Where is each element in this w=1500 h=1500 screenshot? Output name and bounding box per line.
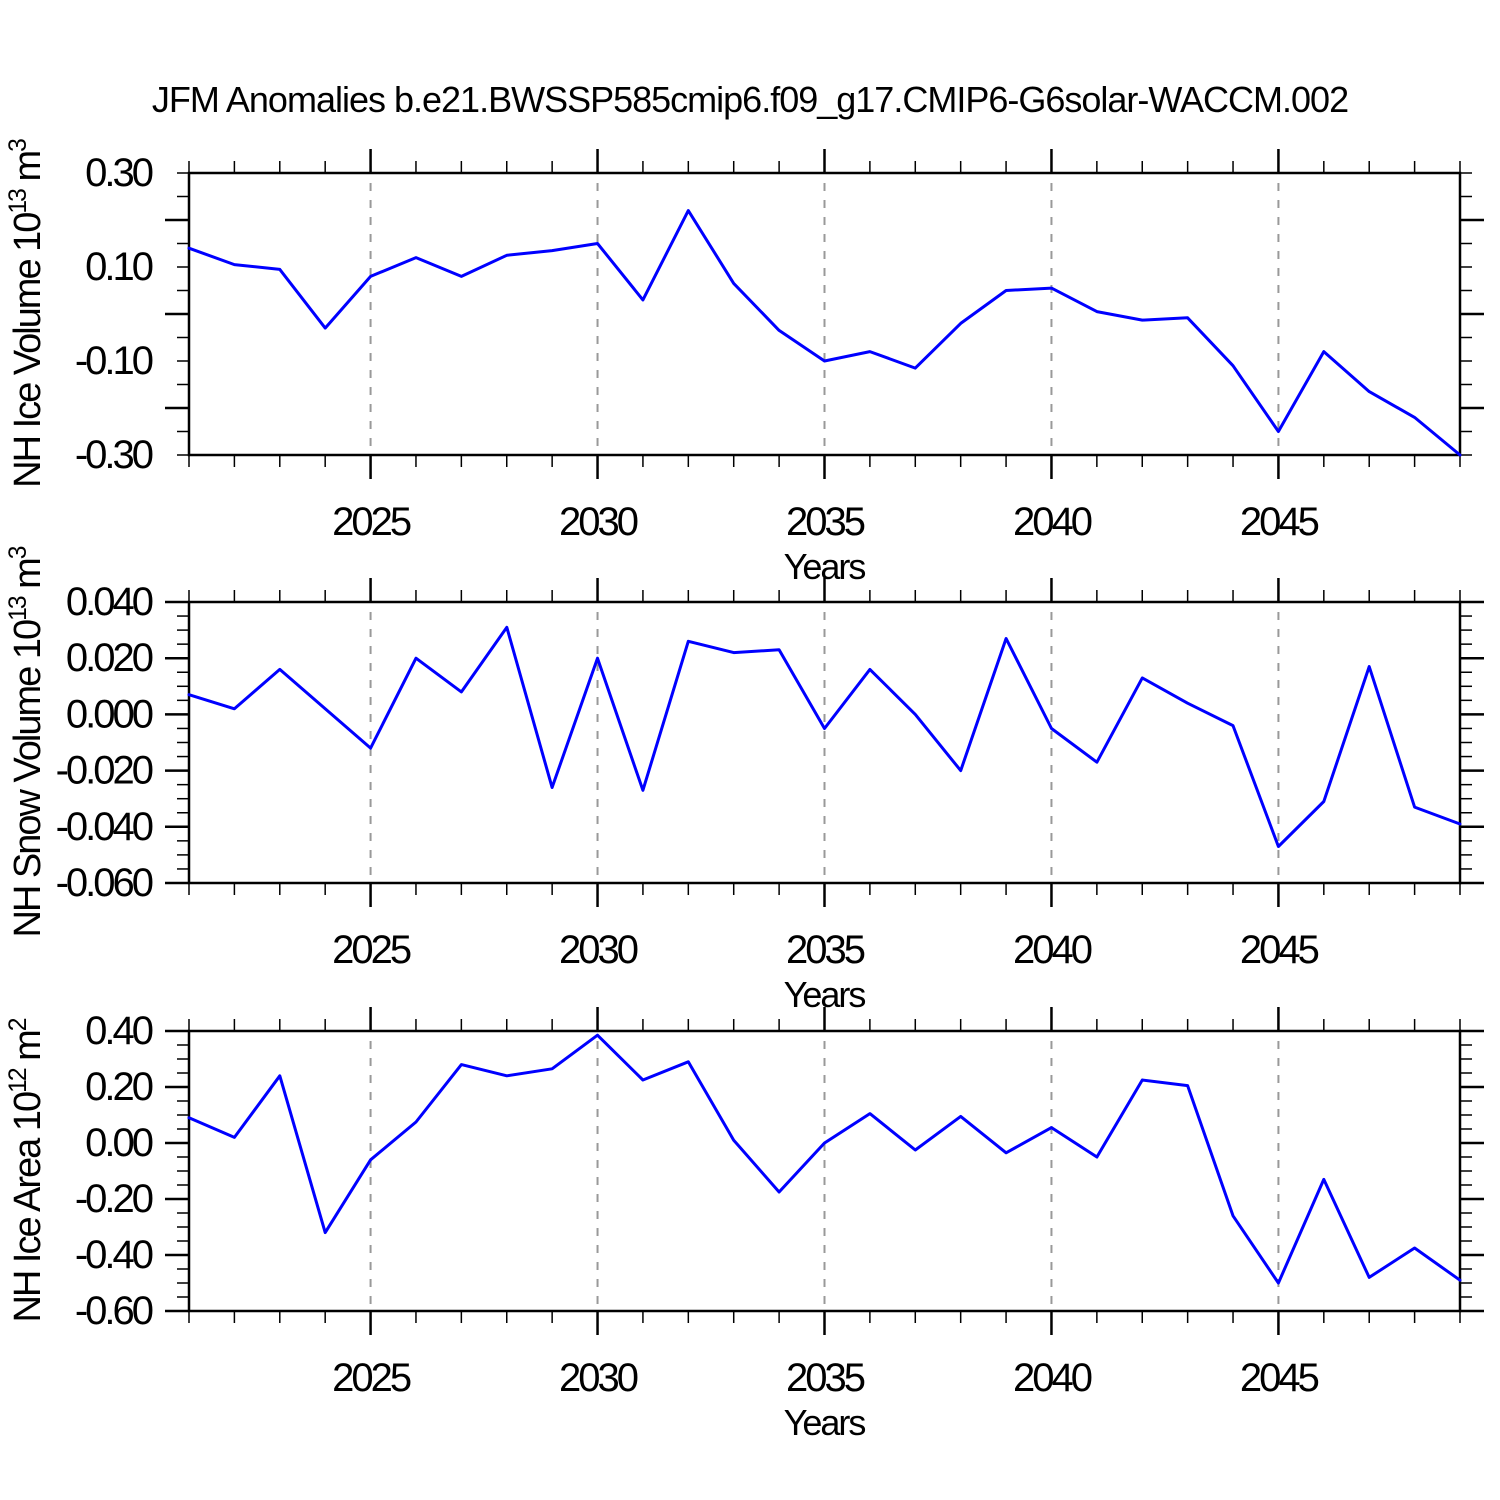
plot-box: [187, 171, 1462, 457]
x-tick-label: 2030: [559, 1356, 638, 1400]
x-tick-label: 2045: [1240, 928, 1319, 972]
x-tick-label: 2040: [1013, 928, 1092, 972]
series-line-nh-ice-volume: [187, 209, 1462, 457]
y-tick-label: 0.40: [85, 1009, 153, 1053]
y-tick-label: 0.10: [85, 245, 153, 289]
y-tick-label: -0.30: [75, 433, 153, 477]
y-axis-label-nh-ice-area: NH Ice Area 1012 m2: [5, 1018, 49, 1322]
x-tick-label: 2035: [786, 928, 865, 972]
y-tick-label: -0.060: [56, 861, 153, 905]
series-line-nh-ice-area: [187, 1033, 1462, 1285]
series-line-nh-snow-volume: [187, 625, 1462, 848]
y-tick-label: 0.040: [66, 580, 153, 624]
y-tick-label: 0.20: [85, 1065, 153, 1109]
x-tick-label: 2045: [1240, 500, 1319, 544]
plot-box: [187, 1029, 1462, 1313]
plot-box: [187, 600, 1462, 885]
xaxis-label-ice-area: Years: [784, 1402, 866, 1443]
x-tick-label: 2035: [786, 1356, 865, 1400]
x-tick-label: 2040: [1013, 1356, 1092, 1400]
x-tick-label: 2040: [1013, 500, 1092, 544]
y-tick-label: -0.020: [56, 749, 153, 793]
y-tick-label: -0.20: [75, 1177, 153, 1221]
y-tick-label: -0.10: [75, 339, 153, 383]
figure-title: JFM Anomalies b.e21.BWSSP585cmip6.f09_g1…: [152, 79, 1348, 120]
y-axis-label-nh-ice-volume: NH Ice Volume 1013 m3: [5, 139, 49, 488]
y-axis-label-nh-snow-volume: NH Snow Volume 1013 m3: [5, 546, 49, 937]
y-tick-label: -0.60: [75, 1289, 153, 1333]
y-tick-label: 0.00: [85, 1121, 153, 1165]
y-tick-label: -0.40: [75, 1233, 153, 1277]
x-tick-label: 2025: [332, 500, 411, 544]
panel-nh-ice-area: 2025 2030 2035 2040 2045 -0.60 -0.40 -0.20 0.00 0…: [5, 1007, 1484, 1400]
panel-nh-ice-volume: 2025 2030 2035 2040 2045 -0.30 -0.10 0.10 0.30 NH…: [5, 139, 1484, 544]
x-tick-label: 2025: [332, 1356, 411, 1400]
y-tick-label: -0.040: [56, 805, 153, 849]
x-tick-label: 2025: [332, 928, 411, 972]
y-tick-label: 0.30: [85, 151, 153, 195]
x-tick-label: 2045: [1240, 1356, 1319, 1400]
x-tick-label: 2030: [559, 500, 638, 544]
y-tick-label: 0.000: [66, 692, 153, 736]
panel-nh-snow-volume: 2025 2030 2035 2040 2045 -0.060 -0.040 -0.020 0.…: [5, 546, 1484, 972]
y-tick-label: 0.020: [66, 636, 153, 680]
x-tick-label: 2035: [786, 500, 865, 544]
x-tick-label: 2030: [559, 928, 638, 972]
